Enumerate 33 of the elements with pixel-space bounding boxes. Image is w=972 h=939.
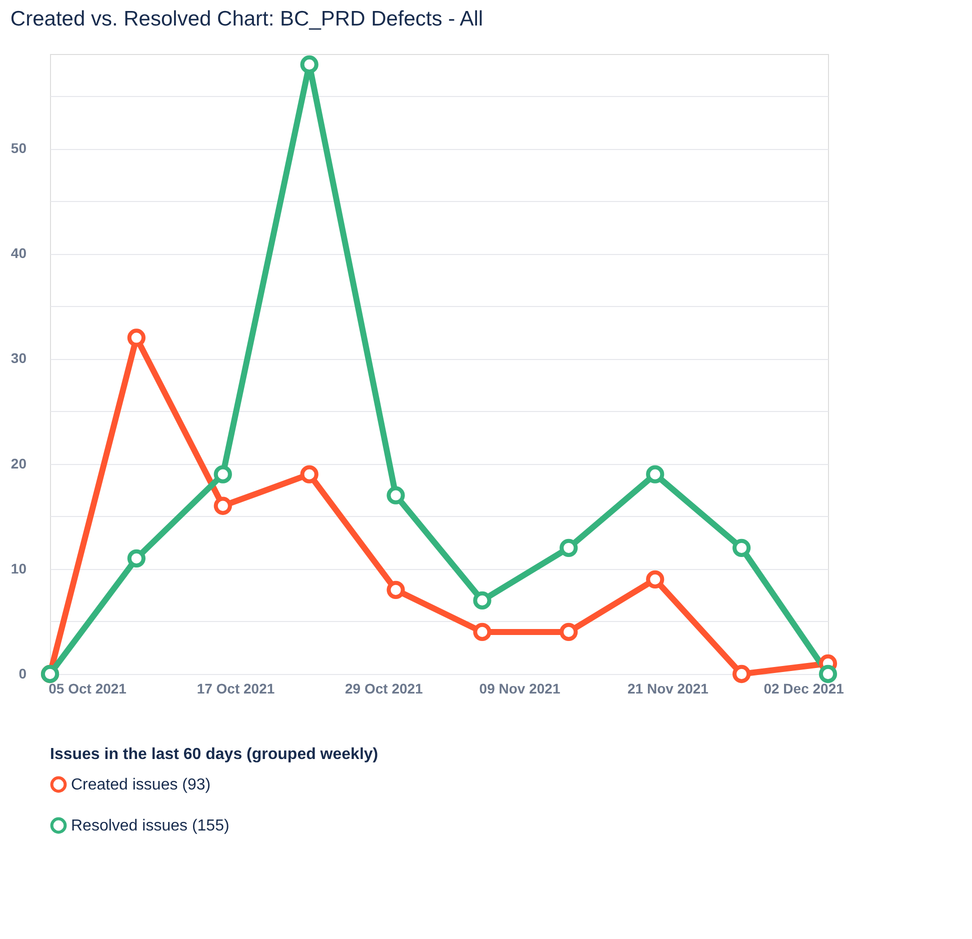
y-tick-label: 0: [18, 666, 27, 682]
x-tick-label: 02 Dec 2021: [764, 680, 844, 696]
point: [732, 538, 751, 557]
point: [473, 591, 492, 610]
y-tick-label: 10: [10, 560, 27, 576]
legend-title: Issues in the last 60 days (grouped weekly): [50, 746, 378, 763]
point: [214, 496, 232, 515]
point: [386, 486, 405, 504]
chart-title: Created vs. Resolved Chart: BC_PRD Defects - All: [10, 7, 484, 30]
x-tick-label: 21 Nov 2021: [627, 680, 709, 696]
point: [127, 328, 146, 347]
point: [646, 570, 664, 588]
x-tick-label: 29 Oct 2021: [345, 680, 424, 696]
y-tick-label: 20: [10, 455, 27, 472]
x-tick-label: 05 Oct 2021: [48, 680, 127, 696]
point: [732, 664, 751, 684]
y-tick-label: 30: [10, 350, 27, 366]
point: [300, 465, 318, 484]
legend-label: Resolved issues (155): [71, 818, 230, 834]
point: [818, 664, 838, 684]
point: [560, 622, 578, 642]
x-tick-label: 17 Oct 2021: [196, 680, 275, 696]
legend-label: Created issues (93): [71, 776, 211, 794]
y-tick-label: 40: [10, 245, 27, 262]
point: [473, 622, 492, 642]
point: [560, 538, 578, 557]
point: [214, 465, 232, 484]
point: [386, 580, 405, 599]
point: [646, 465, 664, 484]
point: [300, 55, 318, 74]
x-tick-label: 09 Nov 2021: [479, 680, 560, 696]
y-tick-label: 50: [10, 140, 27, 156]
point: [127, 549, 146, 568]
